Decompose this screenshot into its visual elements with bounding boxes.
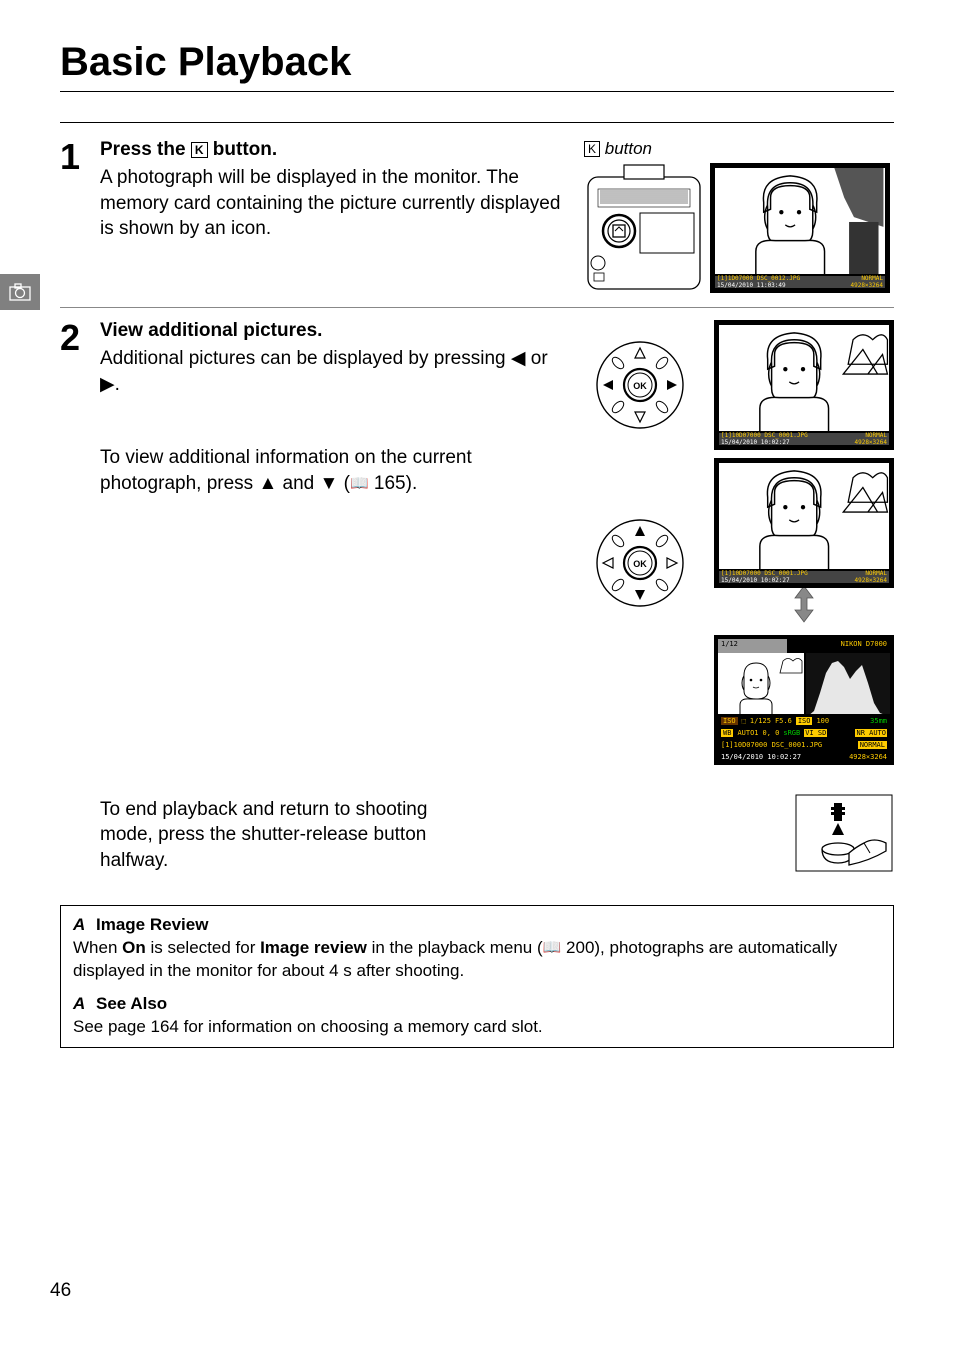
- page-number: 46: [50, 1280, 71, 1302]
- svg-text:OK: OK: [633, 559, 647, 569]
- step2-heading: View additional pictures.: [100, 320, 572, 342]
- step1-media: K button: [584, 139, 894, 293]
- arrow-down: ▼: [320, 473, 339, 494]
- step-body: Press the K button. A photograph will be…: [100, 139, 584, 293]
- lcd-screen-1: 12/12: [710, 163, 890, 293]
- multi-selector-lr-icon: OK: [595, 340, 685, 430]
- lcd-image: [719, 463, 889, 569]
- updown-arrow-icon: [714, 584, 894, 629]
- steps-container: 1 Press the K button. A photograph will …: [60, 122, 894, 887]
- note-icon: A: [73, 994, 85, 1013]
- info-top-bar: 1/12 NIKON D7000: [718, 639, 890, 653]
- step-body: View additional pictures. Additional pic…: [100, 320, 584, 873]
- button-caption: K button: [584, 139, 894, 159]
- note-icon: A: [73, 915, 85, 934]
- lcd-filename: [1]10D07000 DSC_0001.JPG15/04/2010 10:02…: [721, 570, 808, 584]
- lcd-filename: [1]1D07000 DSC_0012.JPG15/04/2010 11:03:…: [717, 275, 800, 289]
- info-row-date: 15/04/2010 10:02:27 4928×3264: [718, 750, 890, 764]
- lcd-info-bar: [1]10D07000 DSC_0001.JPG15/04/2010 10:02…: [719, 571, 889, 583]
- step2-media: OK 1/12: [584, 320, 894, 873]
- step-number: 2: [60, 320, 100, 873]
- step-number: 1: [60, 139, 100, 293]
- heading-prefix: Press the: [100, 139, 191, 160]
- step-1: 1 Press the K button. A photograph will …: [60, 139, 894, 308]
- play-icon: K: [584, 141, 600, 157]
- camera-back-illustration: [584, 163, 704, 293]
- histogram: [806, 653, 890, 718]
- shutter-illustration-row: [584, 793, 894, 873]
- page-title: Basic Playback: [60, 40, 894, 92]
- arrow-right: ▶: [100, 374, 115, 395]
- step1-text: A photograph will be displayed in the mo…: [100, 165, 572, 242]
- callout-see-also-text: See page 164 for information on choosing…: [73, 1016, 881, 1039]
- lcd-info-bar: [1]1D07000 DSC_0012.JPG15/04/2010 11:03:…: [715, 276, 885, 288]
- frame-indicator: 1/12: [718, 639, 787, 653]
- nav-row-lr: OK 1/12: [584, 320, 894, 450]
- shutter-half-press-icon: [794, 793, 894, 873]
- info-thumbnail: [718, 653, 804, 718]
- step2-text1: Additional pictures can be displayed by …: [100, 346, 572, 397]
- lcd-image: [715, 168, 885, 274]
- bold-on: On: [122, 938, 146, 957]
- svg-text:OK: OK: [633, 381, 647, 391]
- camera-model: NIKON D7000: [787, 639, 890, 653]
- lcd-filename: [1]10D07000 DSC_0001.JPG15/04/2010 10:02…: [721, 432, 808, 446]
- callout-title-text: See Also: [91, 994, 167, 1013]
- step1-heading: Press the K button.: [100, 139, 572, 161]
- play-icon: K: [191, 142, 208, 158]
- camera-tab-icon: [9, 283, 31, 301]
- heading-suffix: button.: [208, 139, 278, 160]
- step-2: 2 View additional pictures. Additional p…: [60, 320, 894, 887]
- info-screen: 1/12 NIKON D7000: [714, 635, 894, 765]
- page-ref-icon: 📖: [350, 475, 369, 492]
- lcd-image: [719, 325, 889, 431]
- step2-text3: To end playback and return to shooting m…: [100, 797, 430, 874]
- lcd-quality: NORMAL4928×3264: [854, 570, 887, 584]
- arrow-up: ▲: [258, 473, 277, 494]
- callout-box: A Image Review When On is selected for I…: [60, 905, 894, 1048]
- nav-row-ud: OK 1/12: [584, 458, 894, 765]
- callout-image-review-text: When On is selected for Image review in …: [73, 937, 881, 983]
- page-ref-icon: 📖: [543, 939, 562, 956]
- lcd-quality: NORMAL4928×3264: [854, 432, 887, 446]
- callout-see-also-title: A See Also: [73, 993, 881, 1016]
- side-tab: [0, 274, 40, 310]
- bold-image-review: Image review: [260, 938, 367, 957]
- lcd-info-bar: [1]10D07000 DSC_0001.JPG15/04/2010 10:02…: [719, 433, 889, 445]
- step2-text2: To view additional information on the cu…: [100, 445, 572, 496]
- caption-suffix: button: [600, 139, 652, 158]
- callout-title-text: Image Review: [91, 915, 208, 934]
- callout-image-review-title: A Image Review: [73, 914, 881, 937]
- camera-row: 12/12: [584, 163, 894, 293]
- lcd-quality: NORMAL4928×3264: [850, 275, 883, 289]
- multi-selector-ud-icon: OK: [595, 518, 685, 608]
- lcd-screen-2b: 1/12: [714, 458, 894, 588]
- arrow-left: ◀: [511, 348, 526, 369]
- lcd-screen-2a: 1/12: [714, 320, 894, 450]
